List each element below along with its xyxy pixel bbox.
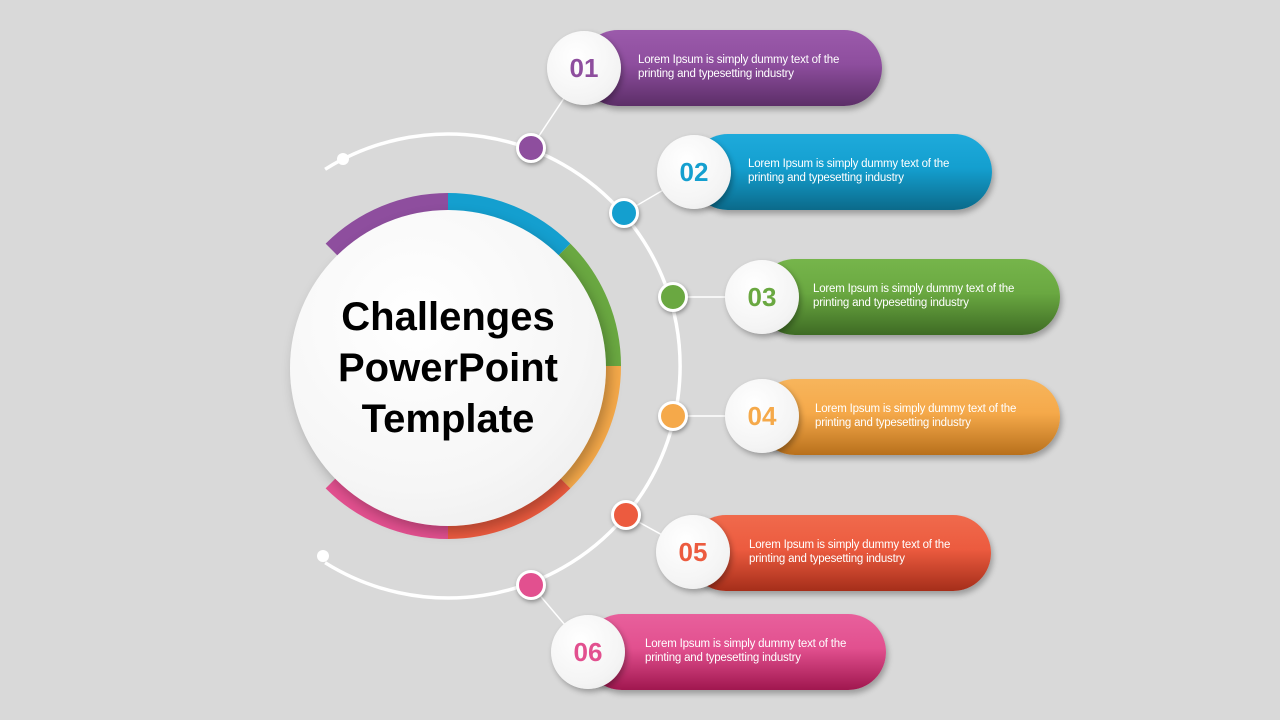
- item-number: 02: [679, 156, 709, 187]
- item-pill-02: [690, 134, 992, 210]
- item-pill-06: [584, 614, 886, 690]
- item-pill-05: [688, 515, 991, 591]
- item-number-circle-05: 05: [656, 515, 730, 589]
- item-pill-04: [757, 379, 1060, 455]
- item-dot-05: [611, 500, 641, 530]
- item-dot-02: [609, 198, 639, 228]
- item-dot-06: [516, 570, 546, 600]
- item-pill-01: [580, 30, 882, 106]
- item-dot-04: [658, 401, 688, 431]
- item-pill-03: [757, 259, 1060, 335]
- item-number-circle-02: 02: [657, 135, 731, 209]
- arc-end-dot: [337, 153, 349, 165]
- item-number-circle-01: 01: [547, 31, 621, 105]
- item-number-circle-03: 03: [725, 260, 799, 334]
- item-text-04: Lorem Ipsum is simply dummy text of the …: [815, 403, 1017, 429]
- item-number: 03: [747, 281, 777, 312]
- ring-segment: [325, 475, 449, 540]
- center-title: Challenges PowerPoint Template: [337, 294, 559, 441]
- item-text-02: Lorem Ipsum is simply dummy text of the …: [748, 158, 950, 184]
- ring-segment: [325, 192, 449, 257]
- item-number: 01: [569, 52, 599, 83]
- ring-segment: [557, 365, 622, 489]
- item-text-03: Lorem Ipsum is simply dummy text of the …: [813, 283, 1015, 309]
- item-text-05: Lorem Ipsum is simply dummy text of the …: [749, 539, 951, 565]
- item-number: 04: [747, 400, 777, 431]
- arc-end-dot: [317, 550, 329, 562]
- connector-arc: [324, 132, 682, 600]
- ring-segment: [557, 243, 622, 367]
- ring-segment: [447, 475, 571, 540]
- item-number-circle-04: 04: [725, 379, 799, 453]
- item-number-circle-06: 06: [551, 615, 625, 689]
- item-dot-01: [516, 133, 546, 163]
- center-circle: Challenges PowerPoint Template: [290, 210, 606, 526]
- item-number: 06: [573, 636, 603, 667]
- item-text-06: Lorem Ipsum is simply dummy text of the …: [645, 638, 847, 664]
- item-number: 05: [678, 536, 708, 567]
- ring-segment: [447, 192, 571, 257]
- item-text-01: Lorem Ipsum is simply dummy text of the …: [638, 54, 840, 80]
- item-dot-03: [658, 282, 688, 312]
